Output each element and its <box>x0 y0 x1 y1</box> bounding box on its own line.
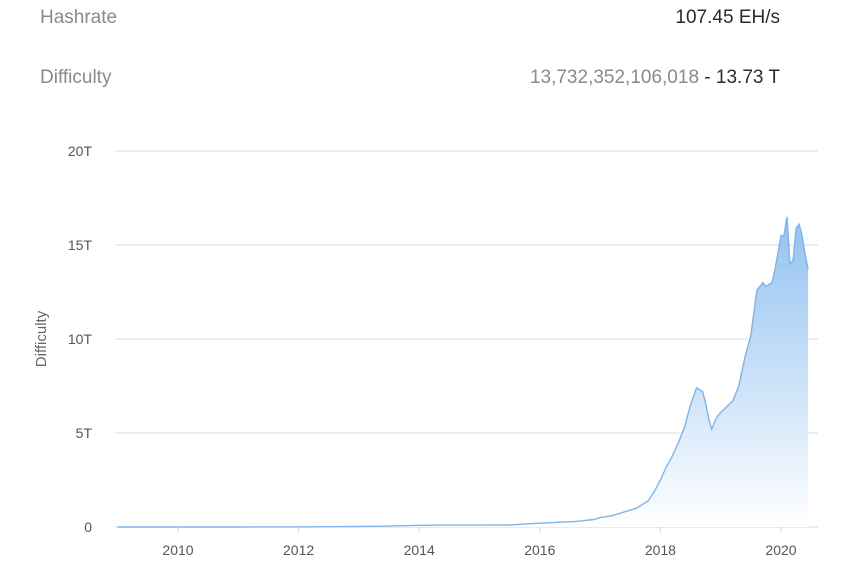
x-tick-label-3: 2016 <box>524 542 555 558</box>
x-tick-label-5: 2020 <box>765 542 796 558</box>
difficulty-raw-value: 13,732,352,106,018 <box>529 67 700 88</box>
difficulty-separator: - <box>699 67 716 88</box>
y-axis-title: Difficulty <box>33 310 50 367</box>
y-tick-label-3: 15T <box>68 237 93 253</box>
x-tick-label-1: 2012 <box>283 542 314 558</box>
y-tick-label-0: 0 <box>84 519 92 535</box>
y-axis-ticks: 0 5T 10T 15T 20T <box>68 143 93 535</box>
y-tick-label-1: 5T <box>76 425 93 441</box>
x-tick-label-2: 2014 <box>404 542 435 558</box>
difficulty-label: Difficulty <box>40 67 112 88</box>
x-tick-label-0: 2010 <box>162 542 193 558</box>
hashrate-label: Hashrate <box>40 7 118 28</box>
difficulty-series-line <box>117 216 809 528</box>
difficulty-short-value: 13.73 T <box>715 67 780 88</box>
y-tick-label-4: 20T <box>68 143 93 159</box>
x-axis-ticks: 2010 2012 2014 2016 2018 2020 <box>162 527 797 558</box>
y-tick-label-2: 10T <box>68 331 93 347</box>
plot-area <box>117 216 809 528</box>
hashrate-row: Hashrate 107.45 EH/s <box>40 7 780 31</box>
difficulty-row: Difficulty 13,732,352,106,018 - 13.73 T <box>40 67 780 91</box>
difficulty-value: 13,732,352,106,018 - 13.73 T <box>530 67 780 89</box>
difficulty-area-fill <box>117 216 809 528</box>
hashrate-value: 107.45 EH/s <box>675 7 780 28</box>
x-tick-label-4: 2018 <box>645 542 676 558</box>
